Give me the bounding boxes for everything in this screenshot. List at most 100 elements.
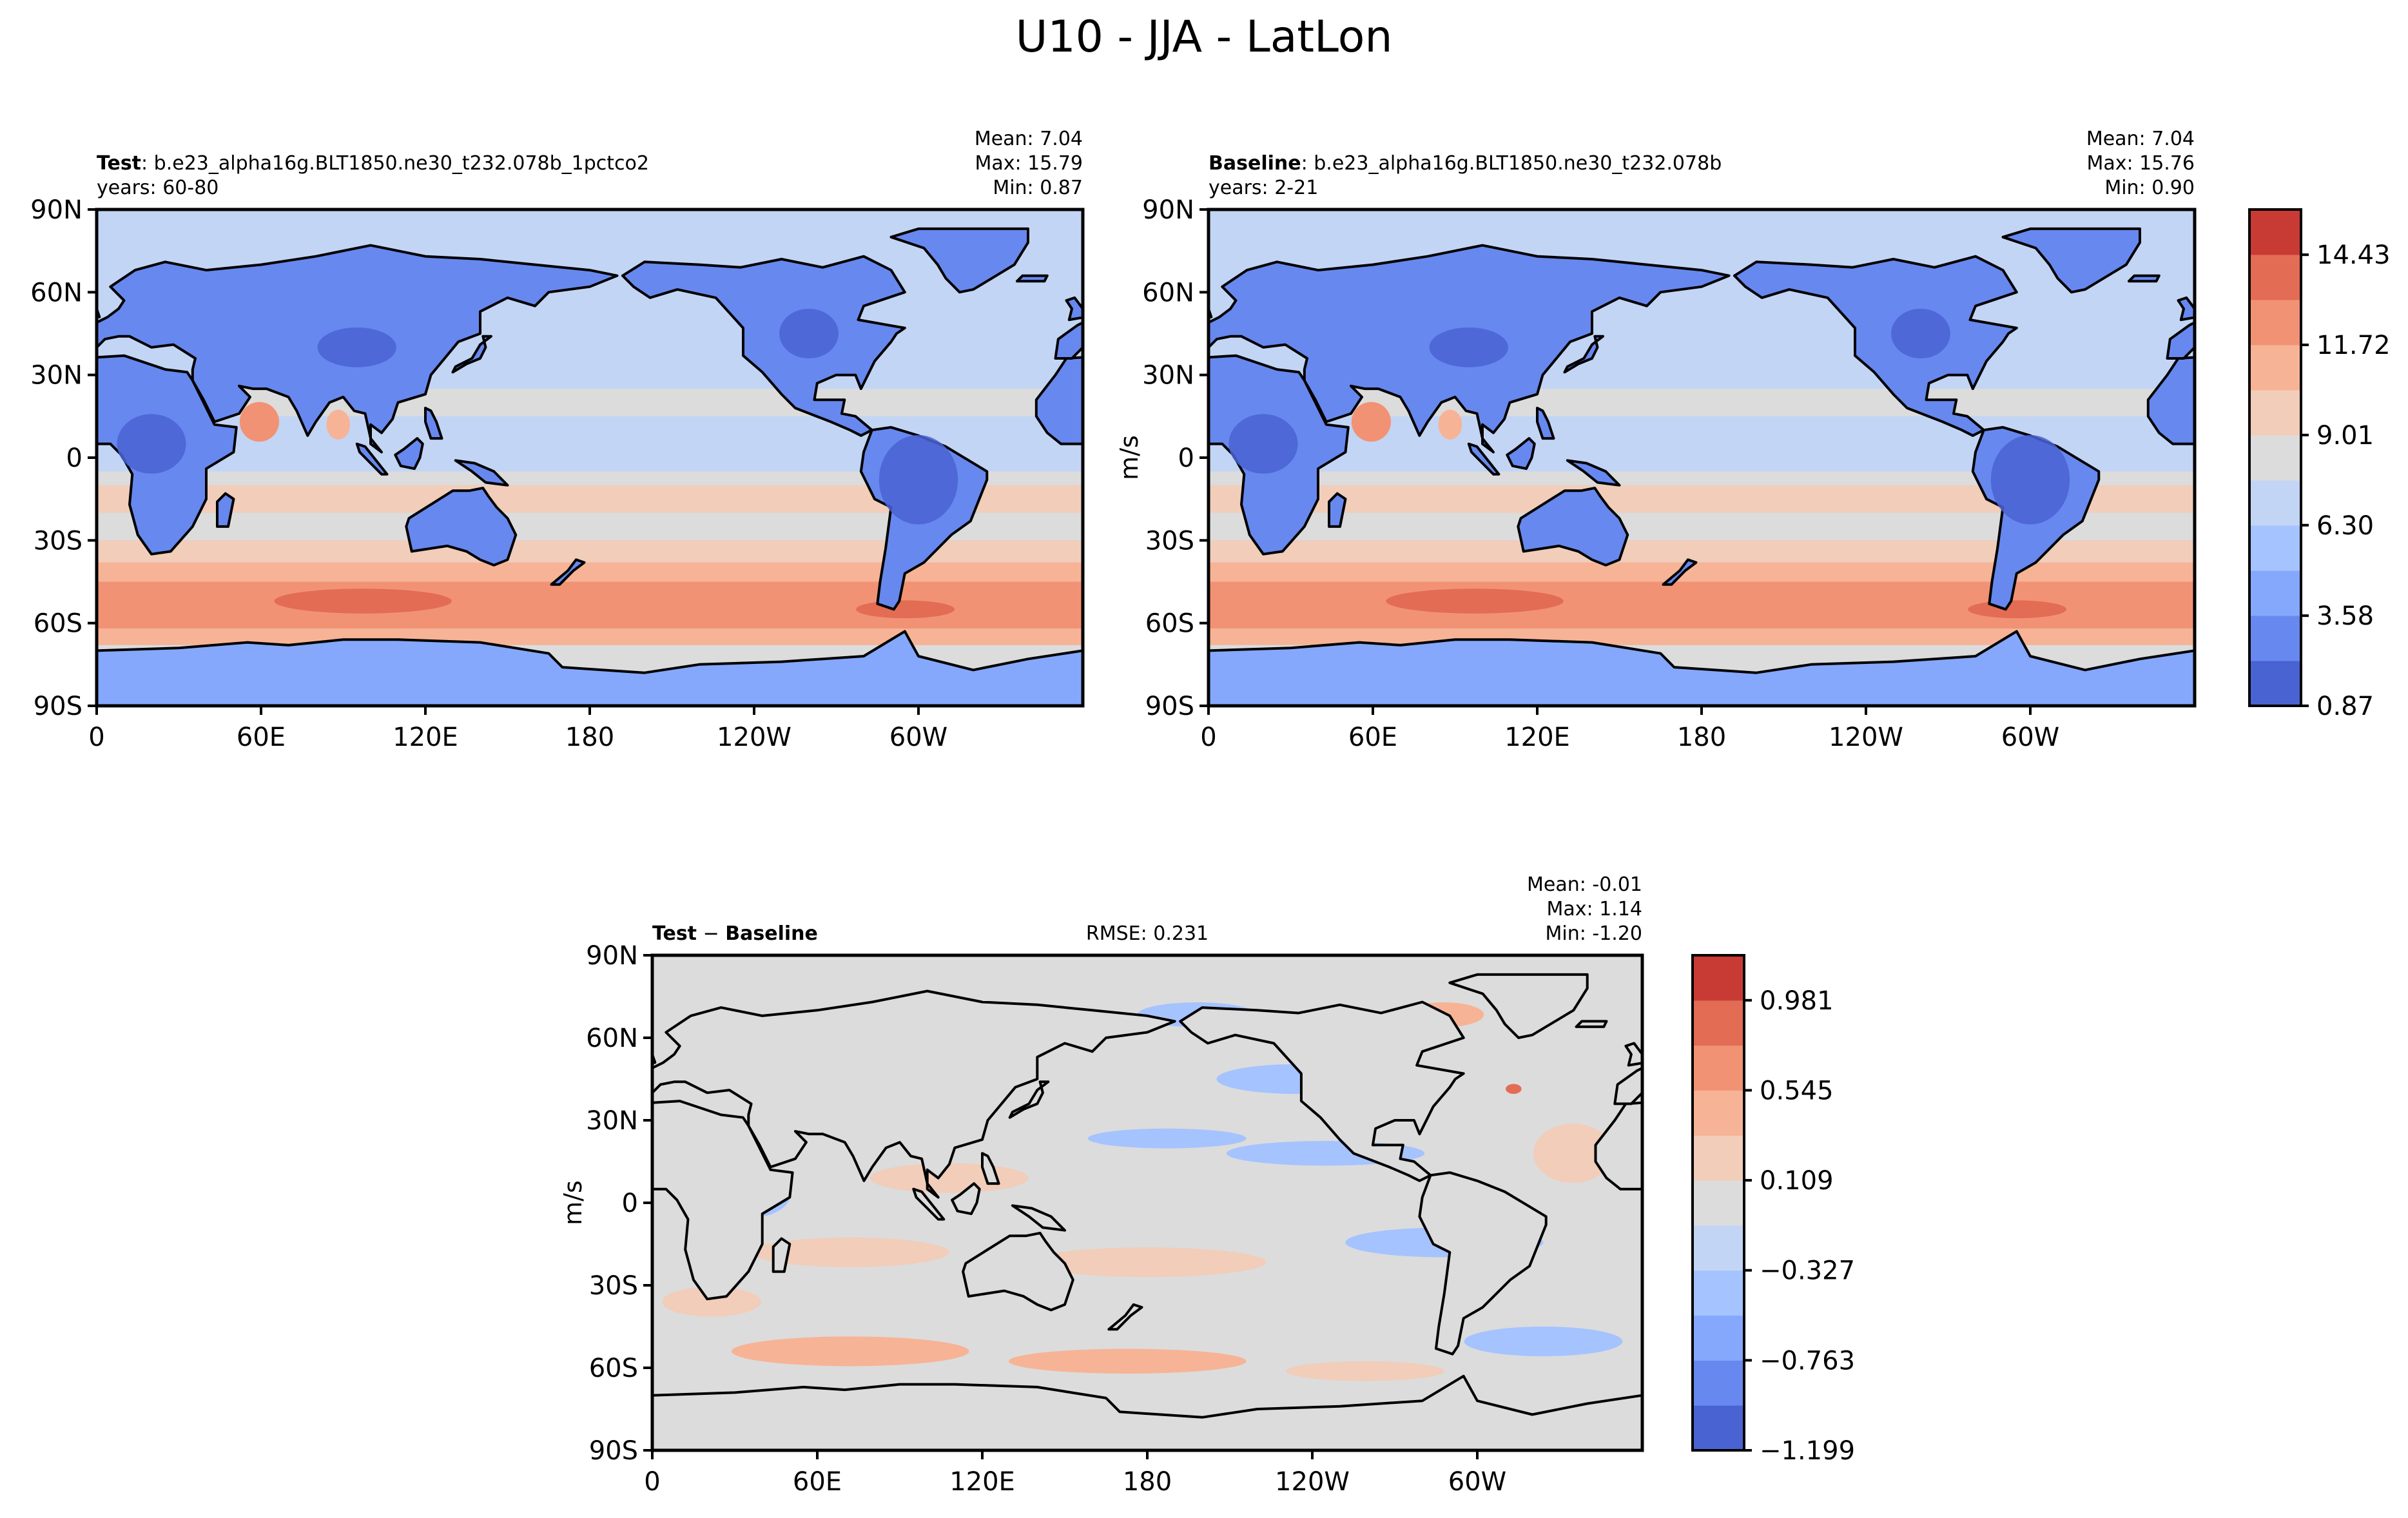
low-wind-region: [1990, 434, 2070, 525]
stat-max: Max: 15.79: [975, 152, 1083, 175]
colorbar-tick-label: 3.58: [2316, 601, 2374, 631]
x-tick-label: 0: [1200, 723, 1216, 752]
x-tick-label: 120E: [1504, 723, 1570, 752]
low-wind-region: [1891, 309, 1950, 358]
y-axis-label: m/s: [559, 1180, 587, 1225]
jet-core: [856, 600, 955, 619]
panel-years: years: 60-80: [97, 177, 218, 199]
coastline-antarctica: [1209, 630, 2195, 706]
difference-colorbar-segment: [1693, 1405, 1744, 1451]
x-tick-label: 120W: [1275, 1467, 1350, 1497]
wind-band: [97, 562, 1083, 582]
y-tick-label: 90S: [34, 692, 83, 721]
x-tick-label: 0: [88, 723, 104, 752]
coastline-australia: [1517, 487, 1629, 567]
colorbar-tick-label: 6.30: [2316, 511, 2374, 541]
wind-band: [97, 471, 1083, 485]
panel-label-bold: Baseline: [1209, 152, 1301, 175]
panel-label: Baseline: b.e23_alpha16g.BLT1850.ne30_t2…: [1209, 152, 1722, 175]
somali-jet: [1351, 402, 1392, 442]
panel-label-test: Test: [652, 922, 697, 945]
coastline-south-america: [1418, 1171, 1548, 1356]
arabian-sea-jet: [326, 409, 351, 440]
y-tick-label: 90N: [30, 195, 83, 225]
colorbar-tick-label: 14.43: [2316, 240, 2391, 270]
coastline-britain: [1065, 296, 1083, 322]
coastline-iceland: [2128, 274, 2160, 283]
difference-patch: [1533, 1124, 1613, 1183]
difference-colorbar-frame: [1691, 954, 1745, 1452]
coastline-australia: [405, 487, 518, 567]
coastline-britain: [2177, 296, 2195, 322]
coastline-borneo: [951, 1182, 981, 1216]
y-tick-label: 90N: [586, 941, 638, 971]
coastline-africa: [652, 1100, 794, 1301]
low-wind-region: [779, 309, 839, 358]
x-tick-label: 60W: [1448, 1467, 1506, 1497]
difference-colorbar-tick-label: −0.763: [1760, 1346, 1855, 1376]
stat-min: Min: 0.87: [993, 177, 1083, 199]
y-tick-label: 60S: [1145, 609, 1194, 639]
low-wind-region: [1228, 414, 1298, 474]
colorbar-segment: [2249, 209, 2301, 255]
coastline-new-zealand: [1662, 558, 1698, 586]
difference-patch: [869, 1163, 1029, 1193]
coastline-new-guinea: [1566, 459, 1621, 487]
difference-colorbar-segment: [1693, 1225, 1744, 1271]
y-tick-label: 0: [622, 1189, 638, 1218]
coastline-philippines: [1536, 407, 1555, 440]
panel-label: Test: b.e23_alpha16g.BLT1850.ne30_t232.0…: [97, 152, 649, 175]
coastline-australia: [962, 1231, 1074, 1312]
colorbar-tick-label: 0.87: [2316, 692, 2374, 721]
x-tick-label: 60E: [793, 1467, 842, 1497]
y-tick-label: 90S: [1145, 692, 1194, 721]
coastline-sumatra: [912, 1187, 946, 1221]
low-wind-region: [1429, 327, 1508, 367]
difference-patch: [751, 1237, 949, 1267]
coastline-new-guinea: [1011, 1204, 1066, 1232]
difference-patch: [1028, 1247, 1267, 1278]
stat-mean: Mean: 7.04: [2086, 128, 2195, 150]
panel-label-case: : b.e23_alpha16g.BLT1850.ne30_t232.078b_…: [141, 152, 649, 175]
panel-label-bold: Test: [97, 152, 141, 175]
colorbar-segment: [2249, 570, 2301, 616]
colorbar-tick-label: 11.72: [2316, 331, 2391, 360]
y-tick-label: 90S: [589, 1436, 638, 1466]
difference-panel: 0 60E 120E 180 120W 60W 90N 60N 30N 0 30S 60S 90S Tes…: [559, 873, 1855, 1497]
somali-jet: [239, 402, 280, 442]
colorbar-segment: [2249, 390, 2301, 436]
coastline-eurasia: [652, 989, 1176, 1199]
y-tick-label: 30S: [589, 1271, 638, 1301]
map-field: [652, 955, 1642, 1450]
difference-patch: [1008, 1348, 1247, 1374]
colorbar-segment: [2249, 480, 2301, 526]
coastline-new-zealand: [550, 558, 586, 586]
x-tick-label: 60E: [1348, 723, 1397, 752]
coastline-eurasia: [2166, 321, 2195, 360]
coastline-iceland: [1575, 1020, 1608, 1028]
x-tick-label: 180: [1677, 723, 1726, 752]
coastline-north-america: [1179, 1000, 1465, 1182]
coastline-britain: [1624, 1042, 1642, 1067]
x-tick-label: 60W: [889, 723, 947, 752]
coastline-africa: [1594, 1101, 1642, 1191]
colorbar-segment: [2249, 525, 2301, 571]
wind-band: [1209, 562, 2195, 582]
coastline-borneo: [1506, 437, 1536, 471]
coastline-africa: [1034, 356, 1083, 445]
difference-patch: [662, 1287, 761, 1317]
x-tick-label: 120W: [717, 723, 791, 752]
coastline-japan: [1563, 335, 1604, 374]
jet-core: [274, 589, 452, 614]
difference-colorbar-tick-label: 0.109: [1760, 1166, 1834, 1196]
y-tick-label: 60N: [1142, 278, 1194, 307]
colorbar-frame: [2248, 208, 2302, 707]
coastline-japan: [451, 335, 492, 374]
difference-colorbar-segment: [1693, 1045, 1744, 1091]
difference-colorbar-segment: [1693, 955, 1744, 1001]
panel-label-case: : b.e23_alpha16g.BLT1850.ne30_t232.078b: [1301, 152, 1722, 175]
coastline-japan: [1008, 1080, 1050, 1119]
panel-label-minus: −: [697, 922, 725, 945]
stat-mean: Mean: 7.04: [975, 128, 1083, 150]
coastline-north-america: [621, 255, 906, 437]
